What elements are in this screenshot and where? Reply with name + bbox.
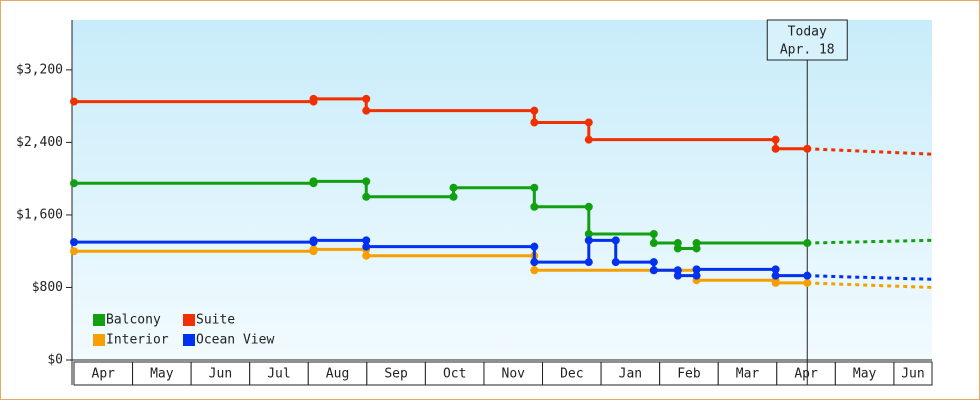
point (803, 144, 812, 153)
point (584, 236, 593, 245)
point (309, 94, 318, 103)
point (530, 118, 539, 127)
point (584, 229, 593, 238)
point (309, 245, 318, 254)
point (584, 135, 593, 144)
legend-swatch (93, 314, 105, 326)
x-tick-label: Apr (92, 367, 116, 382)
forecast-line (807, 281, 933, 289)
x-tick-label: Jan (619, 367, 642, 382)
x-tick-label: Aug (326, 367, 349, 382)
point (362, 242, 371, 251)
point (803, 278, 812, 287)
x-tick-label: May (150, 367, 174, 382)
legend-swatch (183, 334, 195, 346)
point (584, 202, 593, 211)
legend-label: Interior (106, 333, 169, 348)
x-tick-label: Jun (901, 367, 924, 382)
point (771, 265, 780, 274)
point (692, 271, 701, 280)
today-label: Today (788, 25, 827, 40)
point (771, 135, 780, 144)
point (530, 258, 539, 267)
today-box (766, 19, 848, 61)
point (530, 202, 539, 211)
y-tick-label: $800 (32, 280, 63, 295)
point (362, 236, 371, 245)
x-tick-label: Jun (209, 367, 232, 382)
point (362, 177, 371, 186)
today-date: Apr. 18 (780, 43, 835, 58)
point (771, 271, 780, 280)
point (611, 258, 620, 267)
point (70, 97, 78, 106)
point (530, 242, 539, 251)
point (611, 236, 620, 245)
x-tick-label: May (853, 367, 877, 382)
legend-swatch (183, 314, 195, 326)
point (530, 183, 539, 192)
point (771, 144, 780, 153)
point (449, 183, 458, 192)
point (530, 106, 539, 115)
y-tick-label: $1,600 (16, 207, 63, 222)
x-tick-label: Dec (560, 367, 583, 382)
point (803, 271, 812, 280)
point (309, 177, 318, 186)
x-tick-label: Feb (677, 367, 701, 382)
point (584, 118, 593, 127)
legend-label: Balcony (106, 313, 161, 328)
point (673, 271, 682, 280)
forecast-line (807, 147, 933, 156)
y-tick-label: $2,400 (16, 135, 63, 150)
x-tick-label: Sep (384, 367, 408, 382)
point (362, 106, 371, 115)
x-tick-label: Oct (443, 367, 466, 382)
x-tick-label: Jul (267, 367, 290, 382)
plot-area (72, 20, 932, 360)
point (649, 258, 658, 267)
y-tick-label: $3,200 (16, 62, 63, 77)
point (449, 192, 458, 201)
legend-swatch (93, 334, 105, 346)
legend-label: Suite (196, 313, 235, 328)
x-tick-label: Apr (794, 367, 818, 382)
point (649, 239, 658, 248)
point (771, 278, 780, 287)
x-tick-label: Nov (502, 367, 526, 382)
point (584, 258, 593, 267)
month-cell (893, 361, 933, 386)
y-tick-label: $0 (47, 353, 63, 368)
point (673, 244, 682, 253)
point (692, 265, 701, 274)
point (649, 229, 658, 238)
point (362, 251, 371, 260)
x-tick-label: Mar (736, 367, 760, 382)
legend-label: Ocean View (196, 333, 274, 348)
point (309, 236, 318, 245)
point (692, 239, 701, 248)
point (362, 94, 371, 103)
point (70, 179, 78, 188)
point (803, 239, 812, 248)
point (70, 247, 78, 256)
point (649, 266, 658, 275)
point (362, 192, 371, 201)
point (530, 266, 539, 275)
point (70, 238, 78, 247)
